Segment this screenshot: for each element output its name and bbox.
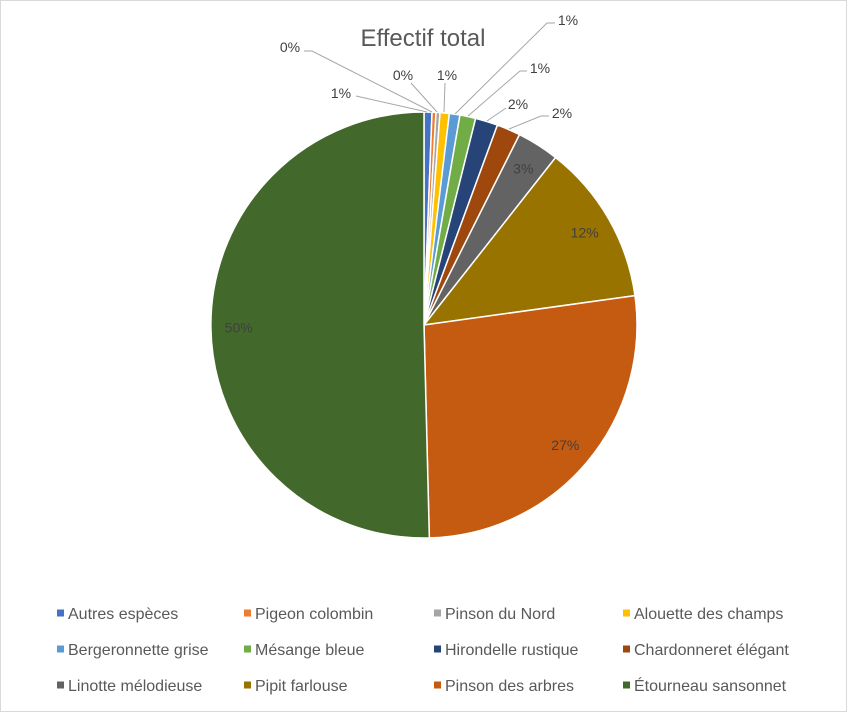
legend-item-pinson-du-nord: Pinson du Nord xyxy=(434,606,555,623)
legend-swatch-pinson-du-nord xyxy=(434,609,441,617)
legend-label-mesange-bleue: Mésange bleue xyxy=(255,642,365,659)
legend-label-chardonneret-elegant: Chardonneret élégant xyxy=(634,642,789,659)
legend-label-autres-especes: Autres espèces xyxy=(68,606,178,623)
leader-line-mesange-bleue xyxy=(467,70,527,117)
data-label-pigeon-colombin: 0% xyxy=(280,39,300,55)
legend-label-bergeronnette-grise: Bergeronnette grise xyxy=(68,642,209,659)
data-label-pinson-du-nord: 0% xyxy=(393,67,413,83)
legend-label-pinson-des-arbres: Pinson des arbres xyxy=(445,678,574,695)
pie-slices xyxy=(210,111,638,539)
data-labels: 1% 0% 0% 1% 1% 1% 2% 2% 3% 12% 27% 50% xyxy=(225,12,599,453)
legend-swatch-bergeronnette-grise xyxy=(57,645,64,653)
legend-swatch-etourneau-sansonnet xyxy=(623,681,630,689)
data-label-etourneau-sansonnet: 50% xyxy=(225,319,253,335)
legend-swatch-alouette-des-champs xyxy=(623,609,630,617)
leader-line-hirondelle-rustique xyxy=(486,107,507,122)
leader-line-chardonneret-elegant xyxy=(508,115,549,130)
legend-item-bergeronnette-grise: Bergeronnette grise xyxy=(57,642,209,659)
legend-label-linotte-melodieuse: Linotte mélodieuse xyxy=(68,678,202,695)
legend-swatch-pinson-des-arbres xyxy=(434,681,441,689)
legend-item-etourneau-sansonnet: Étourneau sansonnet xyxy=(623,676,787,695)
data-label-alouette-des-champs: 1% xyxy=(437,67,457,83)
legend-item-pinson-des-arbres: Pinson des arbres xyxy=(434,678,574,695)
legend-item-hirondelle-rustique: Hirondelle rustique xyxy=(434,642,579,659)
slice-pinson-des-arbres xyxy=(423,294,638,539)
data-label-autres-especes: 1% xyxy=(331,85,351,101)
legend-label-hirondelle-rustique: Hirondelle rustique xyxy=(445,642,579,659)
legend-swatch-pigeon-colombin xyxy=(244,609,251,617)
legend-label-alouette-des-champs: Alouette des champs xyxy=(634,606,783,623)
slice-pipit-farlouse xyxy=(423,156,636,326)
legend-item-mesange-bleue: Mésange bleue xyxy=(244,642,365,659)
data-label-chardonneret-elegant: 2% xyxy=(552,105,572,121)
legend-item-pipit-farlouse: Pipit farlouse xyxy=(244,678,348,695)
leader-line-alouette-des-champs xyxy=(443,82,446,113)
data-label-pinson-des-arbres: 27% xyxy=(551,437,579,453)
legend-label-pigeon-colombin: Pigeon colombin xyxy=(255,606,373,623)
leader-line-bergeronnette-grise xyxy=(454,22,555,115)
legend-swatch-linotte-melodieuse xyxy=(57,681,64,689)
leader-line-pinson-du-nord xyxy=(410,82,438,113)
legend-label-pipit-farlouse: Pipit farlouse xyxy=(255,678,348,695)
data-label-mesange-bleue: 1% xyxy=(530,60,550,76)
legend-swatch-autres-especes xyxy=(57,609,64,617)
chart-title: Effectif total xyxy=(361,25,486,52)
legend-item-chardonneret-elegant: Chardonneret élégant xyxy=(623,642,789,659)
legend-swatch-mesange-bleue xyxy=(244,645,251,653)
legend-item-linotte-melodieuse: Linotte mélodieuse xyxy=(57,678,202,695)
legend-item-autres-especes: Autres espèces xyxy=(57,606,178,623)
legend: Autres espèces Pigeon colombin Pinson du N… xyxy=(57,606,789,695)
legend-label-pinson-du-nord: Pinson du Nord xyxy=(445,606,555,623)
data-label-pipit-farlouse: 12% xyxy=(571,225,599,241)
data-label-linotte-melodieuse: 3% xyxy=(513,161,533,177)
legend-label-etourneau-sansonnet: Étourneau sansonnet xyxy=(634,676,787,695)
data-label-bergeronnette-grise: 1% xyxy=(558,12,578,28)
data-label-hirondelle-rustique: 2% xyxy=(508,96,528,112)
legend-item-pigeon-colombin: Pigeon colombin xyxy=(244,606,373,623)
leader-line-pigeon-colombin xyxy=(304,50,433,113)
legend-swatch-pipit-farlouse xyxy=(244,681,251,689)
legend-swatch-hirondelle-rustique xyxy=(434,645,441,653)
leader-lines xyxy=(304,22,555,130)
slice-etourneau-sansonnet xyxy=(210,111,431,539)
legend-swatch-chardonneret-elegant xyxy=(623,645,630,653)
leader-line-autres-especes xyxy=(355,95,428,113)
legend-item-alouette-des-champs: Alouette des champs xyxy=(623,606,783,623)
